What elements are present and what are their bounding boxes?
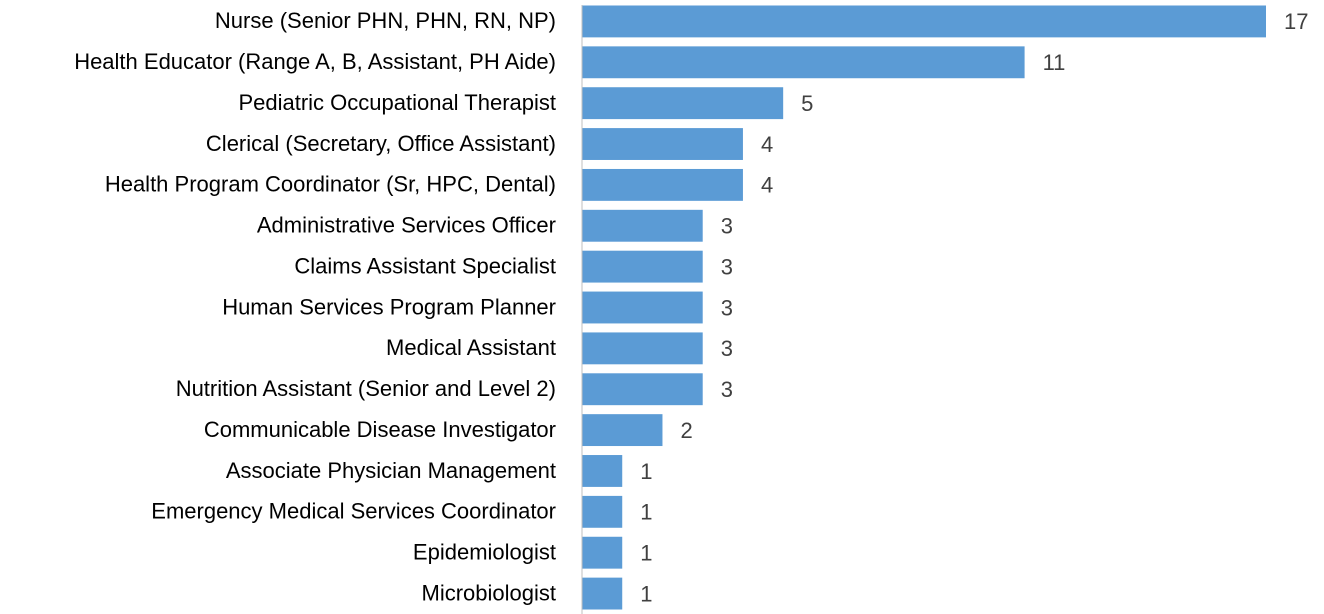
category-label: Human Services Program Planner [222, 294, 556, 319]
category-label: Nutrition Assistant (Senior and Level 2) [176, 376, 556, 401]
bar [582, 414, 663, 447]
category-label: Communicable Disease Investigator [204, 417, 556, 442]
value-label: 3 [721, 254, 733, 279]
value-label: 3 [721, 295, 733, 320]
category-label: Health Educator (Range A, B, Assistant, … [74, 49, 556, 74]
category-label: Nurse (Senior PHN, PHN, RN, NP) [215, 8, 556, 33]
category-label: Health Program Coordinator (Sr, HPC, Den… [105, 172, 556, 197]
bar [582, 577, 623, 610]
value-label: 1 [640, 459, 652, 484]
bar [582, 209, 703, 242]
bar [582, 5, 1266, 38]
category-label: Associate Physician Management [226, 458, 556, 483]
bar [582, 128, 743, 160]
category-label: Epidemiologist [413, 540, 556, 565]
bar [582, 455, 623, 487]
bar [582, 87, 784, 120]
value-label: 4 [761, 173, 773, 198]
bar [582, 168, 743, 201]
category-label: Medical Assistant [386, 335, 556, 360]
value-label: 3 [721, 377, 733, 402]
value-label: 2 [680, 418, 692, 443]
bar [582, 291, 703, 324]
value-label: 11 [1043, 50, 1066, 75]
value-label: 3 [721, 214, 733, 239]
bar [582, 373, 703, 406]
value-label: 1 [640, 581, 652, 606]
category-label: Clerical (Secretary, Office Assistant) [206, 131, 556, 156]
value-label: 4 [761, 132, 773, 157]
value-label: 1 [640, 500, 652, 525]
category-label: Pediatric Occupational Therapist [238, 90, 556, 115]
bar [582, 250, 703, 283]
bar [582, 332, 703, 365]
bar [582, 495, 623, 528]
bar [582, 46, 1025, 79]
bar [582, 536, 623, 569]
category-label: Emergency Medical Services Coordinator [151, 499, 556, 524]
category-label: Administrative Services Officer [257, 213, 556, 238]
value-label: 17 [1284, 9, 1308, 34]
value-label: 5 [801, 91, 813, 116]
category-label: Claims Assistant Specialist [294, 253, 556, 278]
value-label: 1 [640, 541, 652, 566]
value-label: 3 [721, 336, 733, 361]
category-label: Microbiologist [422, 580, 557, 605]
